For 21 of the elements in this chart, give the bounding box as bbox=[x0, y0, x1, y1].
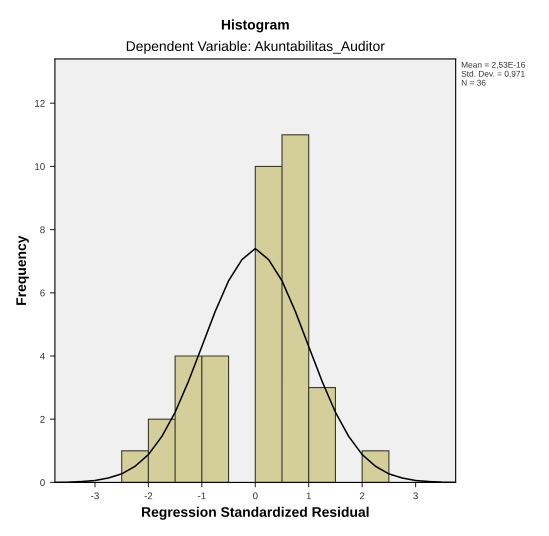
x-tick-label: 2 bbox=[360, 492, 364, 500]
chart-subtitle: Dependent Variable: Akuntabilitas_Auditor bbox=[126, 40, 385, 54]
y-tick-label: 4 bbox=[40, 352, 45, 360]
x-tick-label: 0 bbox=[252, 492, 258, 500]
x-tick-label: -1 bbox=[198, 492, 206, 500]
y-tick-label: 0 bbox=[40, 479, 45, 486]
y-tick-label: 12 bbox=[35, 100, 45, 107]
text: N = 36 bbox=[462, 80, 486, 86]
text: Mean = 2,53E-16 bbox=[462, 62, 525, 69]
x-tick-label: -3 bbox=[91, 492, 99, 500]
text: Std. Dev. = 0,971 bbox=[462, 70, 525, 78]
x-tick-label: 1 bbox=[306, 492, 311, 500]
y-tick-label: 6 bbox=[40, 290, 45, 296]
y-axis-title: Frequency bbox=[16, 236, 29, 305]
x-tick-label: -2 bbox=[144, 492, 152, 500]
y-tick-label: 8 bbox=[40, 226, 45, 234]
y-tick-label: 10 bbox=[35, 163, 45, 170]
x-tick-label: 3 bbox=[413, 492, 418, 500]
y-tick-label: 2 bbox=[40, 416, 45, 423]
chart-title: Histogram bbox=[222, 19, 289, 32]
x-axis-title: Regression Standardized Residual bbox=[142, 506, 369, 520]
